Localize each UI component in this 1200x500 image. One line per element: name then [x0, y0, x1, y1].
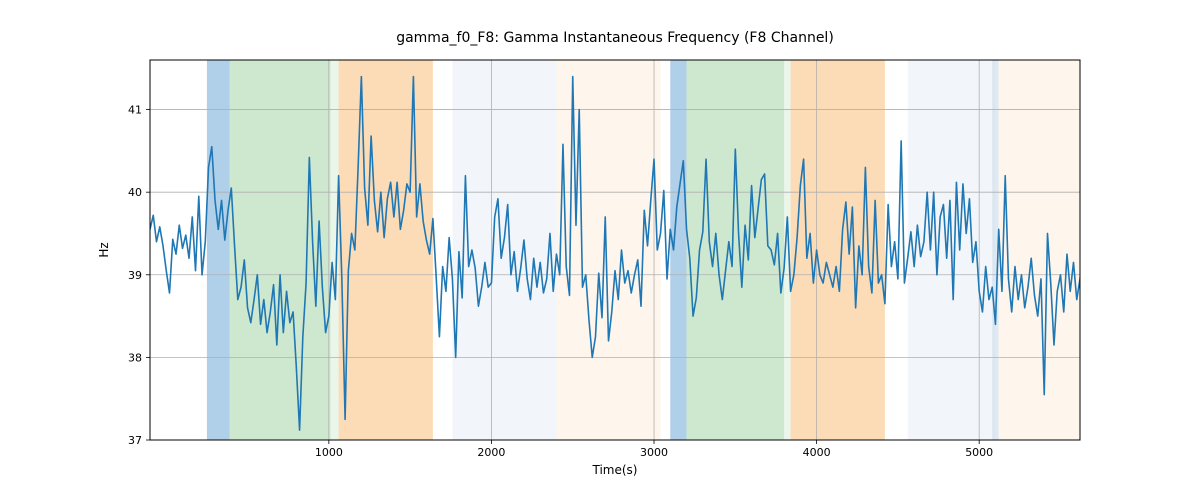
chart-title: gamma_f0_F8: Gamma Instantaneous Frequen…: [396, 30, 834, 46]
ytick-label: 38: [128, 351, 142, 364]
xtick-label: 3000: [640, 446, 668, 459]
band-7: [687, 60, 785, 440]
chart-svg: 1000 2000 3000 4000 5000 37 38 39 40 41 Time(s) Hz g…: [0, 0, 1200, 500]
band-12: [999, 60, 1080, 440]
y-axis-label: Hz: [97, 242, 111, 257]
band-1: [230, 60, 331, 440]
chart-container: 1000 2000 3000 4000 5000 37 38 39 40 41 Time(s) Hz g…: [0, 0, 1200, 500]
ytick-label: 39: [128, 269, 142, 282]
ytick-label: 40: [128, 186, 142, 199]
xtick-label: 1000: [315, 446, 343, 459]
band-6: [670, 60, 686, 440]
ytick-label: 37: [128, 434, 142, 447]
band-0: [207, 60, 230, 440]
band-9: [791, 60, 885, 440]
band-3: [339, 60, 433, 440]
x-axis-label: Time(s): [592, 463, 638, 477]
ytick-label: 41: [128, 104, 142, 117]
xtick-label: 4000: [803, 446, 831, 459]
xtick-label: 5000: [965, 446, 993, 459]
xtick-label: 2000: [477, 446, 505, 459]
